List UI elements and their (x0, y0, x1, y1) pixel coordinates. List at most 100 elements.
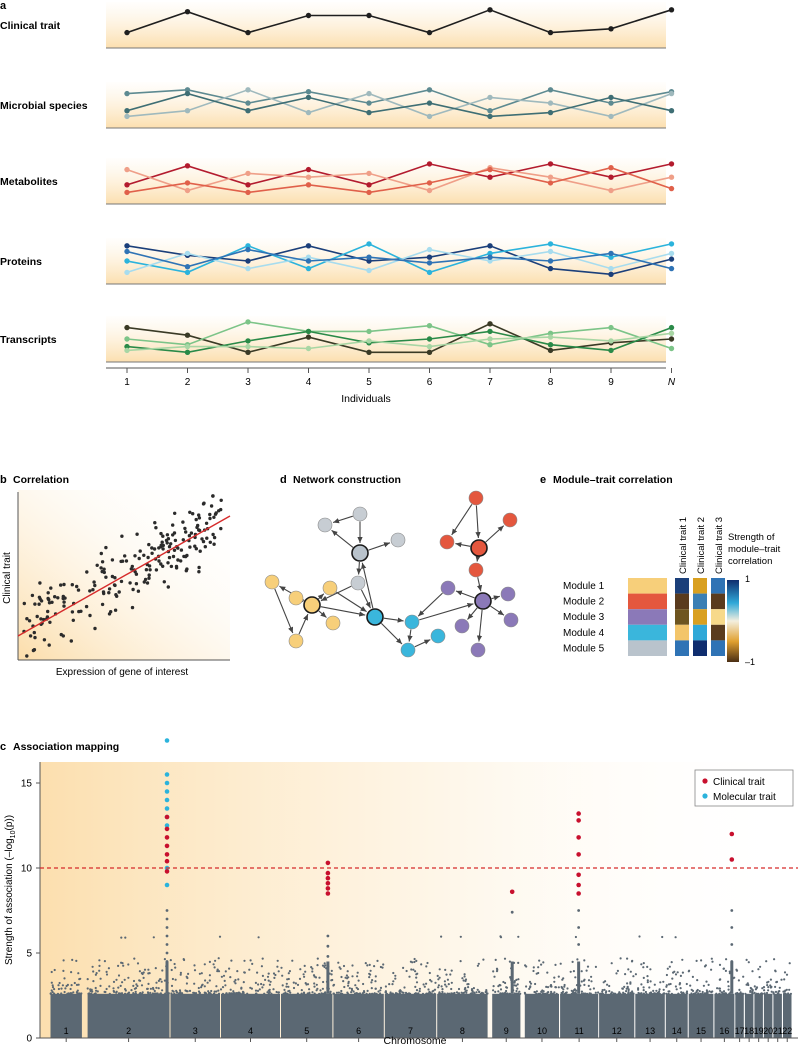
network-node (325, 615, 341, 631)
snp-point (716, 987, 719, 990)
snp-point (446, 978, 449, 981)
snp-point (379, 989, 382, 992)
snp-point (241, 990, 245, 993)
snp-point (540, 963, 543, 966)
snp-point (60, 987, 63, 990)
network-node (400, 642, 416, 658)
snp-point (308, 988, 311, 991)
network-edge (361, 562, 374, 609)
sub-threshold-point (165, 951, 169, 955)
track-label: Microbial species (0, 100, 88, 112)
snp-point (506, 992, 509, 995)
snp-point (722, 990, 726, 993)
series-point (124, 347, 130, 354)
snp-point (537, 992, 540, 995)
series-line (126, 92, 672, 118)
molecular-trait-point (164, 738, 170, 743)
snp-point (362, 990, 366, 993)
snp-point (433, 992, 436, 995)
snp-point (346, 970, 349, 973)
snp-point (645, 992, 648, 995)
series-point (487, 7, 493, 13)
scatter-point (46, 609, 50, 614)
snp-point (698, 990, 701, 993)
network-node (468, 490, 484, 506)
series-point (124, 324, 130, 331)
snp-point (555, 992, 558, 995)
snp-point (585, 969, 588, 972)
snp-point (516, 987, 519, 990)
scatter-point (143, 577, 148, 582)
network-edge (419, 602, 474, 621)
snp-point (627, 968, 630, 971)
snp-point (541, 992, 544, 995)
series-point (487, 108, 493, 114)
series-point (305, 243, 312, 249)
scatter-point (197, 528, 202, 533)
snp-point (755, 992, 758, 995)
series-line (126, 166, 672, 194)
scatter-point (196, 523, 200, 528)
snp-point (408, 975, 411, 978)
molecular-trait-point (164, 780, 170, 786)
snp-point (120, 961, 123, 964)
snp-point (78, 978, 81, 981)
molecular-trait-point (164, 806, 170, 811)
snp-point (562, 977, 565, 980)
snp-point (384, 990, 387, 993)
snp-point (646, 965, 649, 969)
network-edge (320, 585, 352, 602)
chromosome-band (333, 993, 384, 1038)
snp-point (179, 971, 182, 975)
snp-point (686, 992, 689, 995)
scatter-point (88, 613, 92, 618)
snp-point (313, 992, 316, 995)
tick-label: 4 (306, 377, 312, 388)
snp-point (499, 936, 503, 939)
snp-point (788, 962, 791, 965)
scatter-point (208, 516, 212, 521)
snp-point (601, 989, 604, 992)
snp-point (368, 963, 371, 967)
snp-point (525, 965, 528, 968)
series-point (668, 256, 675, 262)
snp-point (469, 992, 472, 995)
snp-point (50, 981, 53, 984)
snp-point (725, 958, 728, 961)
series-point (305, 109, 312, 116)
scatter-point (205, 536, 209, 540)
snp-point (300, 989, 303, 992)
chromosome-band (384, 993, 437, 1038)
sub-threshold-point (730, 960, 734, 963)
network-edge (381, 623, 403, 645)
chromosome-label: 3 (193, 1026, 198, 1036)
molecular-trait-point (164, 789, 170, 794)
snp-point (94, 992, 97, 995)
series-point (547, 100, 554, 106)
snp-point (432, 989, 435, 992)
legend-molecular-label: Molecular trait (713, 792, 776, 803)
snp-point (544, 992, 547, 995)
scatter-point (159, 562, 163, 566)
series-point (305, 12, 312, 19)
snp-point (243, 959, 246, 962)
snp-point (622, 991, 625, 994)
snp-point (207, 991, 210, 995)
scatter-point (142, 580, 146, 584)
series-point (547, 347, 554, 354)
series-point (487, 174, 493, 180)
series-point (608, 94, 614, 101)
snp-point (515, 992, 518, 995)
snp-point (198, 992, 201, 995)
snp-point (366, 964, 369, 967)
series-line (126, 332, 672, 352)
module-trait-cell (693, 640, 707, 656)
snp-point (662, 980, 665, 983)
snp-point (503, 992, 506, 995)
snp-point (667, 983, 671, 986)
snp-point (733, 976, 736, 979)
snp-point (267, 972, 270, 975)
snp-point (459, 960, 462, 963)
series-line (126, 321, 672, 350)
snp-point (529, 985, 532, 988)
